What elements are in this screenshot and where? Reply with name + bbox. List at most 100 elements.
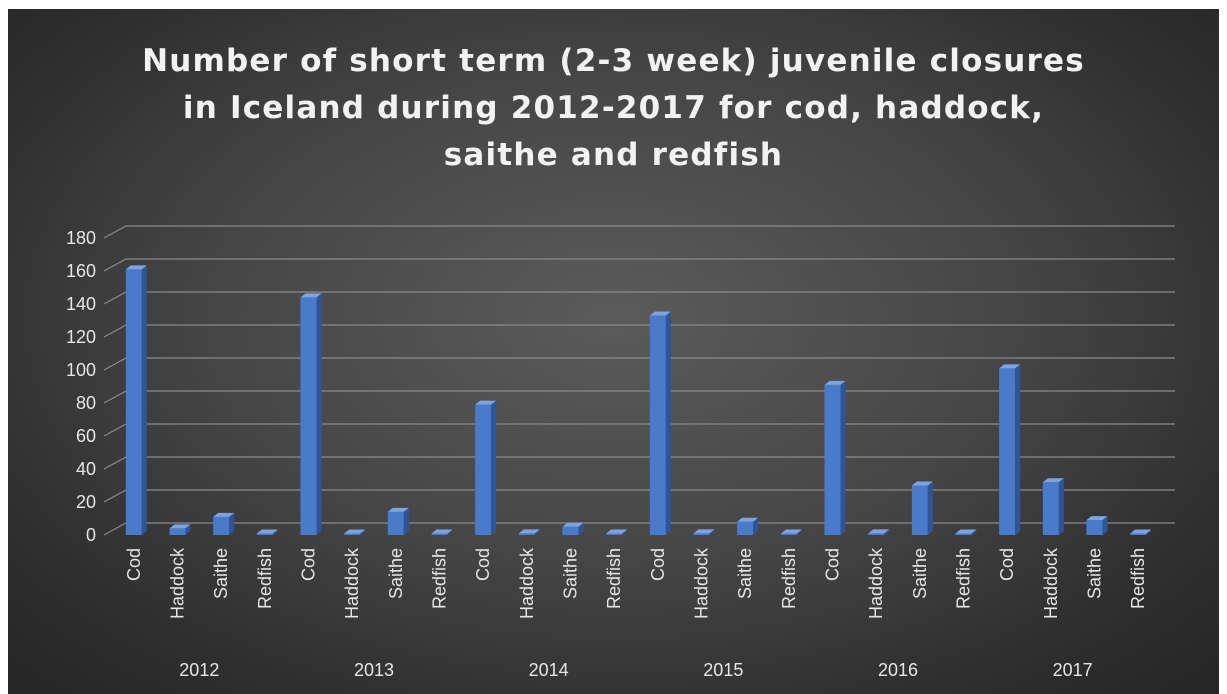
bar — [518, 529, 540, 535]
category-label: Cod — [997, 548, 1017, 581]
x-axis: Cod Haddock Saithe Redfish 2012 Cod Haddock Sai… — [124, 547, 1148, 680]
group-label: 2013 — [354, 660, 394, 680]
bar-top — [431, 529, 453, 534]
bar-top — [824, 380, 846, 385]
bar-side — [1102, 516, 1108, 535]
bar — [125, 265, 147, 535]
bar-side — [316, 293, 322, 535]
bar-side — [578, 522, 584, 535]
bar — [737, 517, 759, 535]
bar — [344, 529, 366, 535]
bars — [125, 265, 1152, 535]
group-label: 2014 — [529, 660, 569, 680]
category-label: Redfish — [604, 548, 624, 609]
group-label: 2015 — [703, 660, 743, 680]
bar — [475, 400, 497, 535]
bar-side — [1015, 364, 1021, 535]
bar-side — [229, 512, 235, 535]
bar — [649, 311, 671, 535]
bar-side — [709, 529, 715, 535]
bar-top — [518, 529, 540, 534]
bar-side — [927, 481, 933, 535]
y-tick-label: 0 — [86, 525, 96, 545]
bar — [431, 529, 453, 535]
category-label: Haddock — [1041, 547, 1061, 619]
bar-top — [344, 529, 366, 534]
group-label: 2017 — [1053, 660, 1093, 680]
bar-side — [622, 529, 628, 535]
category-label: Redfish — [430, 548, 450, 609]
bar-side — [534, 529, 540, 535]
bar-front — [431, 533, 448, 535]
bar — [780, 529, 802, 535]
bar-side — [796, 529, 802, 535]
bar-top — [780, 529, 802, 534]
gridline-140 — [103, 291, 1175, 305]
bar-front — [999, 368, 1016, 535]
bar-side — [272, 529, 278, 535]
bar-top — [649, 311, 671, 316]
bar-side — [1146, 529, 1152, 535]
gridline-160 — [103, 258, 1175, 272]
bar-top — [693, 529, 715, 534]
category-label: Redfish — [1128, 548, 1148, 609]
bar-front — [780, 533, 797, 535]
bar-front — [824, 384, 841, 535]
y-tick-label: 40 — [76, 459, 96, 479]
bar-top — [955, 529, 977, 534]
bar — [169, 524, 191, 535]
bar-side — [360, 529, 366, 535]
category-label: Saithe — [386, 548, 406, 599]
bar-side — [753, 517, 759, 535]
bar-side — [1058, 478, 1064, 535]
bar-front — [562, 526, 579, 535]
bar-side — [840, 380, 846, 535]
category-label: Haddock — [866, 547, 886, 619]
category-label: Cod — [648, 548, 668, 581]
bar — [300, 293, 322, 535]
bar — [999, 364, 1021, 535]
category-label: Haddock — [342, 547, 362, 619]
bar-top — [387, 507, 409, 512]
bar — [693, 529, 715, 535]
category-label: Redfish — [779, 548, 799, 609]
bar-front — [125, 269, 142, 535]
bar — [1086, 516, 1108, 535]
y-tick-label: 180 — [66, 228, 96, 248]
bar — [911, 481, 933, 535]
bar-front — [300, 297, 317, 535]
y-tick-label: 20 — [76, 492, 96, 512]
bar-front — [475, 404, 492, 535]
bar-top — [1042, 478, 1064, 483]
bar-side — [403, 507, 409, 535]
bar-side — [185, 524, 191, 535]
bar-front — [955, 533, 972, 535]
bar-side — [447, 529, 453, 535]
y-axis: 0 20 40 60 80 100 120 140 160 180 — [66, 228, 96, 545]
bar-side — [665, 311, 671, 535]
y-tick-label: 140 — [66, 294, 96, 314]
bar-top — [475, 400, 497, 405]
bar-front — [344, 533, 361, 535]
category-label: Cod — [124, 548, 144, 581]
bar-front — [518, 533, 535, 535]
bar-top — [300, 293, 322, 298]
category-label: Cod — [299, 548, 319, 581]
bar — [1130, 529, 1152, 535]
bar-side — [491, 400, 497, 535]
category-label: Cod — [823, 548, 843, 581]
category-label: Haddock — [168, 547, 188, 619]
bar — [387, 507, 409, 535]
chart-background — [8, 9, 1219, 694]
bar — [824, 380, 846, 535]
bar — [562, 522, 584, 535]
category-label: Cod — [473, 548, 493, 581]
bar — [213, 512, 235, 535]
group-label: 2012 — [179, 660, 219, 680]
bar-front — [911, 485, 928, 535]
bar-front — [387, 511, 404, 535]
bar-top — [562, 522, 584, 527]
bar-top — [256, 529, 278, 534]
